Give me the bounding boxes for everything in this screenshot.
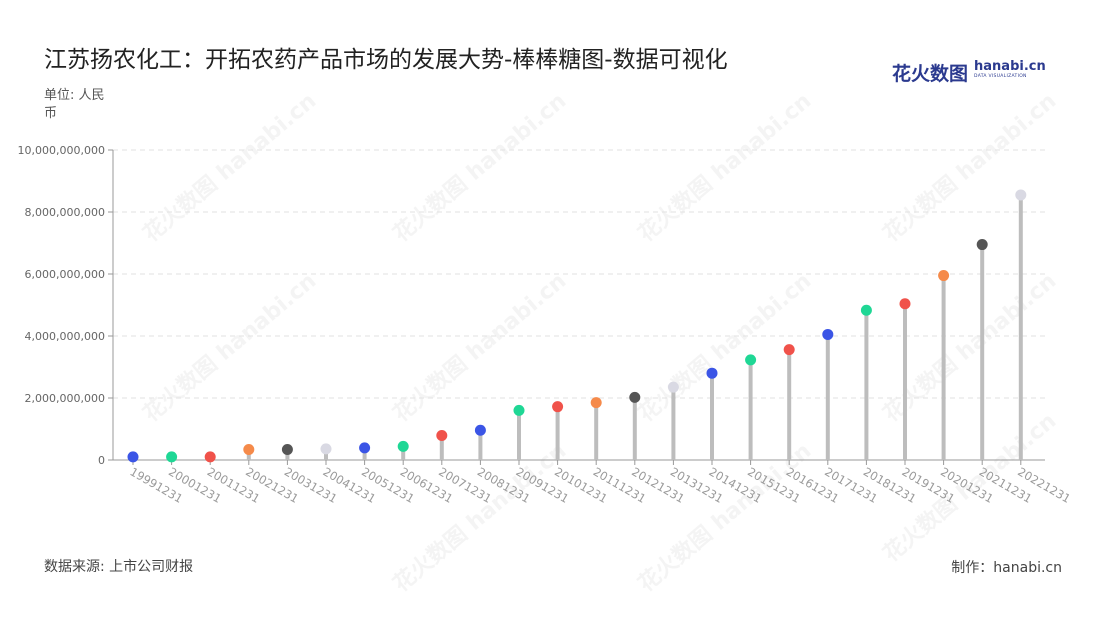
lollipop-dot (590, 397, 602, 409)
lollipop-dot (783, 344, 795, 356)
lollipop-dot (397, 440, 409, 452)
lollipop-dot (166, 451, 178, 463)
y-tick-label: 2,000,000,000 (25, 392, 105, 405)
credit-text: 制作：hanabi.cn (951, 560, 1062, 576)
lollipop-dot (667, 381, 679, 393)
lollipop-dot (513, 404, 525, 416)
brand-name-en-block: hanabi.cn DATA VISUALIZATION (974, 59, 1046, 82)
data-source: 数据来源: 上市公司财报 (44, 559, 194, 575)
lollipop-dot (1015, 189, 1027, 201)
lollipop-dot (706, 367, 718, 379)
lollipop-dot (474, 424, 486, 436)
lollipop-dot (860, 304, 872, 316)
y-tick-label: 8,000,000,000 (25, 206, 105, 219)
lollipop-dot (976, 239, 988, 251)
y-tick-label: 6,000,000,000 (25, 268, 105, 281)
lollipop-dot (436, 430, 448, 442)
brand-name-cn: 花火数图 (892, 62, 969, 85)
y-tick-label: 0 (98, 454, 105, 467)
brand-subtitle: DATA VISUALIZATION (974, 74, 1027, 79)
chart-title: 江苏扬农化工：开拓农药产品市场的发展大势-棒棒糖图-数据可视化 (44, 47, 728, 73)
lollipop-dot (629, 391, 641, 403)
y-tick-label: 4,000,000,000 (25, 330, 105, 343)
lollipop-dot (552, 401, 564, 413)
lollipop-dot (281, 443, 293, 455)
brand-name-en: hanabi.cn (974, 59, 1046, 74)
y-tick-label: 10,000,000,000 (18, 144, 105, 157)
lollipop-dot (243, 443, 255, 455)
lollipop-dot (899, 298, 911, 310)
unit-label: 单位: 人民币 (44, 88, 105, 121)
lollipop-dot (745, 354, 757, 366)
lollipop-dot (127, 451, 139, 463)
brand-logo[interactable]: 花火数图 hanabi.cn DATA VISUALIZATION (892, 59, 1046, 85)
lollipop-dot (204, 451, 216, 463)
lollipop-dot (938, 270, 950, 282)
lollipop-dot (822, 328, 834, 340)
lollipop-dot (320, 443, 332, 455)
lollipop-dot (359, 442, 371, 454)
